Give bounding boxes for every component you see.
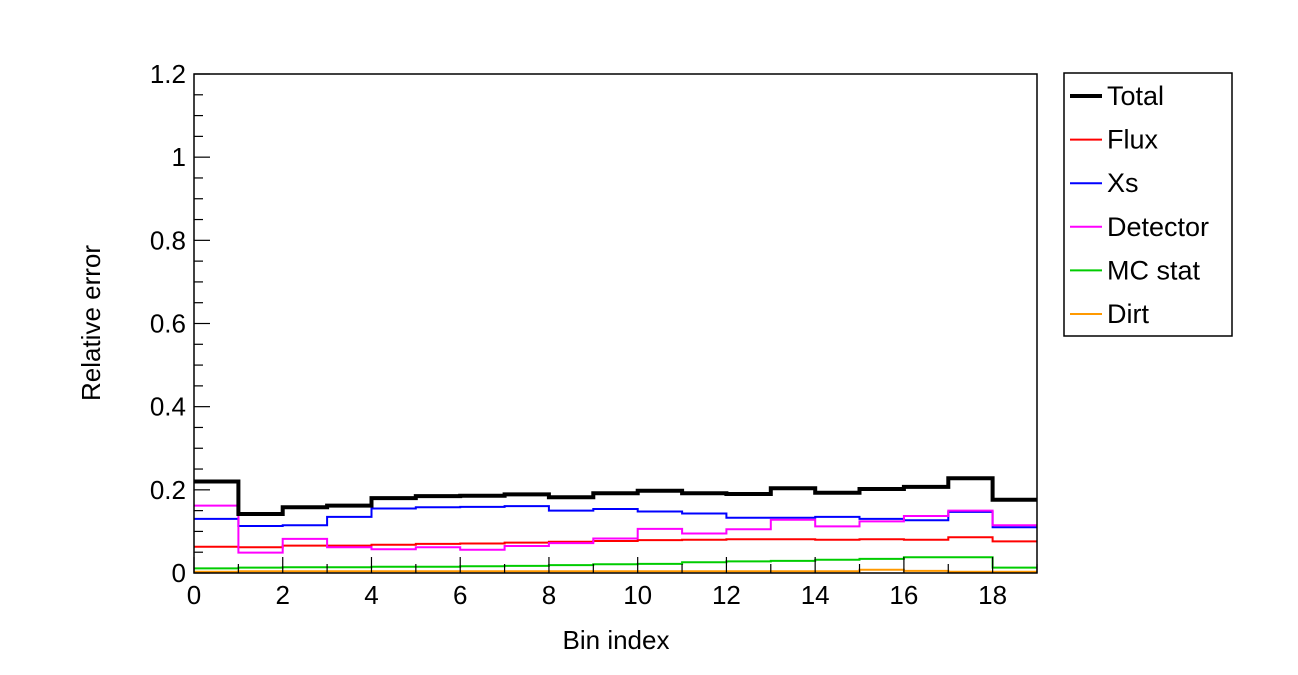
y-tick-label: 1 <box>172 142 186 172</box>
x-tick-label: 10 <box>623 580 652 610</box>
legend-label: Flux <box>1107 125 1159 155</box>
legend: Total Flux Xs Detector MC stat Dirt <box>1063 72 1233 337</box>
legend-label: Detector <box>1107 212 1209 242</box>
legend-frame <box>1063 72 1233 337</box>
axis-tick-labels: 0 2 4 6 8 10 12 14 16 18 0 0.2 0.4 0.6 0.8 1 1.2 <box>150 59 1007 610</box>
legend-item-mc-stat: MC stat <box>1070 255 1201 285</box>
legend-item-flux: Flux <box>1070 125 1159 155</box>
legend-label: Total <box>1107 81 1164 111</box>
legend-item-dirt: Dirt <box>1070 299 1149 329</box>
legend-item-total: Total <box>1070 81 1164 111</box>
legend-label: Dirt <box>1107 299 1149 329</box>
series-detector-line <box>194 504 1037 554</box>
legend-item-xs: Xs <box>1070 168 1139 198</box>
y-axis-title: Relative error <box>76 245 106 401</box>
x-tick-label: 14 <box>801 580 830 610</box>
y-tick-label: 0.2 <box>150 475 186 505</box>
series-dirt-line <box>194 568 1037 573</box>
series-layer <box>194 476 1037 573</box>
x-tick-label: 4 <box>364 580 378 610</box>
axis-ticks <box>193 73 1038 574</box>
y-tick-label: 1.2 <box>150 59 186 89</box>
legend-label: MC stat <box>1107 255 1201 285</box>
x-tick-label: 18 <box>978 580 1007 610</box>
plot-frame <box>193 73 1038 574</box>
x-tick-label: 16 <box>889 580 918 610</box>
x-tick-label: 0 <box>187 580 201 610</box>
x-tick-label: 8 <box>542 580 556 610</box>
series-flux-line <box>194 536 1037 549</box>
x-tick-label: 6 <box>453 580 467 610</box>
series-total-line <box>194 476 1037 516</box>
legend-item-detector: Detector <box>1070 212 1209 242</box>
y-tick-label: 0.6 <box>150 309 186 339</box>
x-tick-label: 2 <box>276 580 290 610</box>
y-tick-label: 0.4 <box>150 392 186 422</box>
legend-label: Xs <box>1107 168 1139 198</box>
legend-items: Total Flux Xs Detector MC stat Dirt <box>1070 81 1209 329</box>
y-tick-label: 0.8 <box>150 225 186 255</box>
x-axis-title: Bin index <box>563 625 670 655</box>
x-tick-label: 12 <box>712 580 741 610</box>
y-tick-label: 0 <box>172 558 186 588</box>
series-mc-stat-line <box>194 556 1037 570</box>
